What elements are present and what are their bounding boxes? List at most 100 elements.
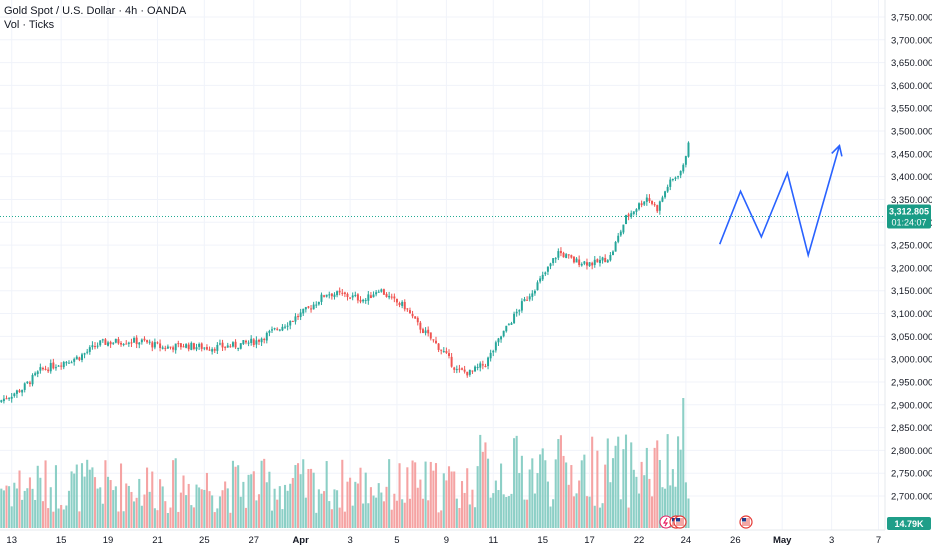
candle-body (362, 299, 365, 302)
volume-bar (151, 471, 154, 528)
candle-body (414, 316, 417, 319)
candle-body (211, 349, 214, 352)
volume-bar (34, 499, 37, 528)
volume-bar (31, 488, 34, 528)
candle-body (494, 342, 497, 351)
volume-bar (507, 496, 510, 528)
candle-body (273, 328, 276, 330)
volume-bar (351, 505, 354, 528)
price-axis[interactable]: 3,750.000 3,700.000 3,650.000 3,600.000 3,55… (891, 13, 932, 503)
volume-bar (567, 484, 570, 528)
volume-bar (338, 507, 341, 528)
y-tick-label: 2,900.000 (891, 400, 932, 411)
volume-bar (473, 507, 477, 528)
volume-bar (604, 464, 607, 528)
candle-body (323, 295, 326, 297)
volume-bar (190, 505, 193, 528)
volume-bar (260, 460, 263, 528)
volume-bar (26, 488, 29, 528)
candle-body (552, 258, 555, 264)
volume-bar (263, 458, 266, 528)
x-tick-label: 7 (876, 535, 881, 546)
candle-body (513, 313, 516, 324)
volume-bar (637, 493, 641, 528)
volume-bar (60, 504, 63, 528)
us-flag-icon[interactable] (739, 515, 753, 529)
volume-bar (679, 449, 682, 528)
candle-body (625, 215, 627, 225)
candle-body (88, 347, 91, 352)
event-icons[interactable] (659, 515, 753, 529)
volume-bar (578, 480, 581, 528)
candle-body (677, 176, 680, 178)
volume-bar (83, 476, 86, 528)
candle-body (606, 260, 609, 263)
volume-bar (307, 469, 310, 528)
candle-body (687, 142, 690, 157)
candle-body (380, 289, 383, 292)
candle-body (320, 294, 323, 302)
candle-body (466, 371, 469, 376)
volume-bar (333, 489, 336, 528)
candle-body (609, 254, 612, 261)
candle-body (539, 278, 542, 282)
candlesticks (0, 141, 690, 404)
candle-body (424, 330, 427, 334)
time-axis[interactable]: 13 15 19 21 25 27 Apr 3 5 9 11 15 17 22 24 26 May 3 7 (6, 535, 881, 546)
candle-body (481, 364, 484, 366)
volume-bar (317, 489, 320, 528)
volume-bar (656, 440, 659, 528)
volume-bar (216, 508, 219, 528)
volume-bar (684, 482, 687, 528)
candle-body (549, 263, 552, 267)
volume-bar (364, 472, 367, 528)
candle-body (570, 255, 573, 258)
volume-bar (67, 490, 71, 528)
x-tick-label: 21 (152, 535, 163, 546)
volume-bar (104, 460, 107, 528)
us-flag-icon[interactable] (673, 515, 687, 529)
volume-bar (281, 509, 284, 528)
volume-bar (203, 489, 206, 528)
candle-body (596, 259, 599, 263)
candle-body (2, 398, 5, 402)
volume-bar (224, 481, 227, 528)
lightning-icon[interactable] (659, 515, 673, 529)
volume-bar (237, 465, 240, 528)
candle-body (463, 369, 466, 372)
volume-tag: 14.79K (887, 517, 931, 530)
candle-body (8, 397, 11, 399)
candle-body (416, 317, 419, 323)
volume-bar (424, 461, 427, 528)
candle-body (575, 258, 578, 263)
candle-body (336, 291, 339, 296)
volume-bar (411, 460, 414, 528)
candle-body (86, 351, 89, 353)
volume-bar (419, 479, 422, 528)
volume-bar (539, 454, 542, 528)
candle-body (281, 326, 284, 331)
volume-bar (359, 467, 362, 528)
volume-indicator-label[interactable]: Vol · Ticks (4, 19, 55, 31)
candle-body (289, 320, 292, 326)
volume-bar (343, 511, 346, 528)
symbol-title[interactable]: Gold Spot / U.S. Dollar · 4h · OANDA (4, 5, 187, 17)
candle-body (239, 343, 242, 349)
candle-body (419, 322, 422, 330)
y-tick-label: 2,800.000 (891, 446, 932, 457)
candle-body (536, 282, 539, 291)
candle-body (174, 343, 177, 351)
candle-body (250, 338, 253, 344)
volume-bar (44, 460, 47, 528)
candle-body (578, 259, 581, 266)
candle-body (515, 311, 518, 314)
candle-body (57, 365, 60, 367)
candle-body (684, 156, 687, 165)
candle-body (164, 347, 167, 349)
candle-body (91, 345, 94, 348)
candle-body (101, 339, 104, 341)
volume-bar (658, 460, 661, 528)
volume-bar (643, 475, 646, 528)
candle-body (67, 362, 70, 364)
